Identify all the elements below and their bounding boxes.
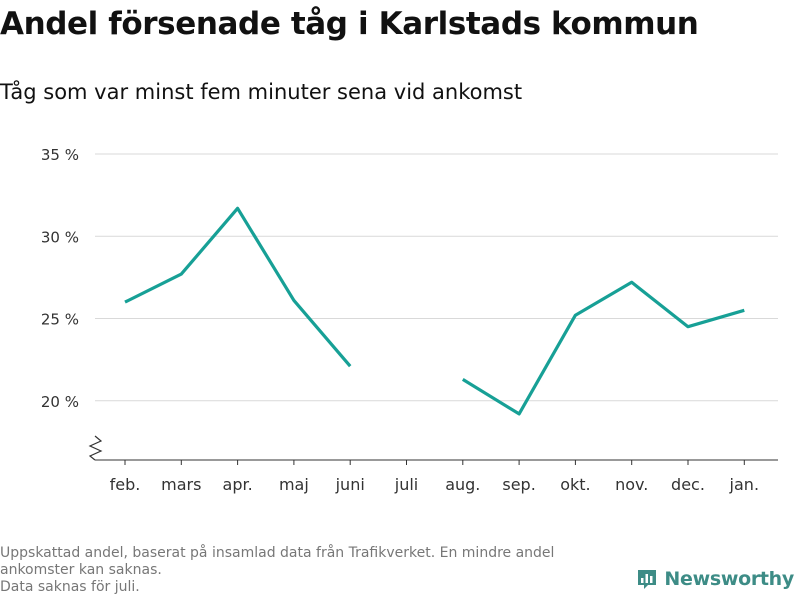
y-tick-label: 25 % bbox=[41, 311, 79, 329]
y-tick-label: 35 % bbox=[41, 146, 79, 164]
brand-name: Newsworthy bbox=[664, 568, 794, 590]
x-tick-label: sep. bbox=[502, 475, 535, 494]
x-tick-label: juli bbox=[394, 475, 418, 494]
y-tick-label: 30 % bbox=[41, 228, 79, 246]
x-tick-label: juni bbox=[335, 475, 365, 494]
series-line-segment bbox=[461, 280, 745, 416]
y-axis-break-icon bbox=[88, 435, 103, 461]
series-line-segment bbox=[124, 206, 352, 368]
x-tick-label: mars bbox=[161, 475, 201, 494]
y-tick-label: 20 % bbox=[41, 393, 79, 411]
footnote-source-note: Uppskattad andel, baserat på insamlad da… bbox=[0, 545, 555, 578]
brand-logo: Newsworthy bbox=[636, 568, 794, 590]
chart-title: Andel försenade tåg i Karlstads kommun bbox=[0, 6, 699, 42]
bar-chart-speech-bubble-icon bbox=[638, 570, 657, 589]
x-tick-label: nov. bbox=[615, 475, 648, 494]
chart-subtitle: Tåg som var minst fem minuter sena vid a… bbox=[0, 80, 523, 104]
x-tick-label: maj bbox=[279, 475, 309, 494]
x-tick-label: jan. bbox=[729, 475, 759, 494]
x-tick-label: apr. bbox=[223, 475, 253, 494]
x-tick-label: aug. bbox=[445, 475, 480, 494]
footnote-missing-data-note: Data saknas för juli. bbox=[0, 579, 140, 595]
x-tick-label: feb. bbox=[110, 475, 141, 494]
x-tick-label: okt. bbox=[560, 475, 590, 494]
x-tick-label: dec. bbox=[671, 475, 705, 494]
footnote: Uppskattad andel, baserat på insamlad da… bbox=[0, 545, 630, 596]
